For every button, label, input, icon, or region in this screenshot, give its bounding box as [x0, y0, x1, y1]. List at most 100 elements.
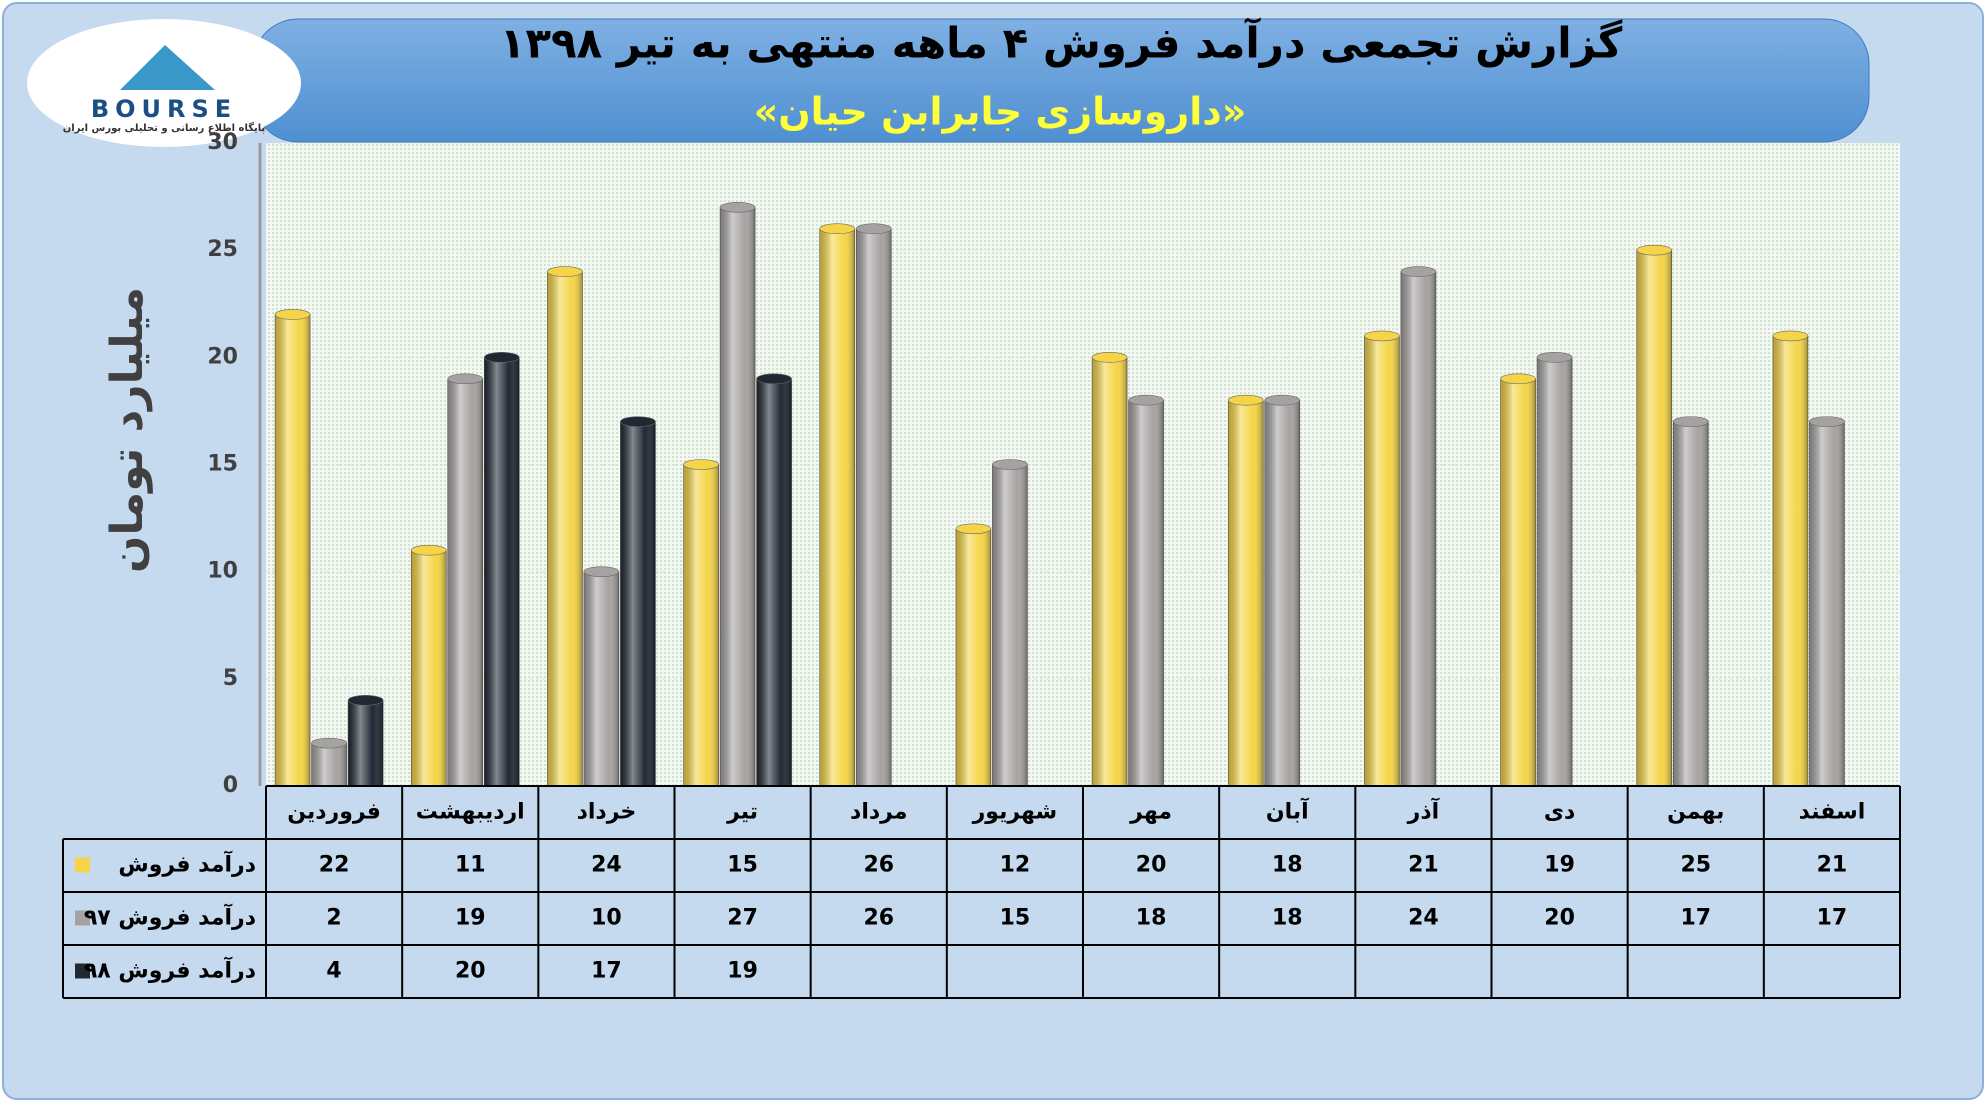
legend-swatch	[75, 857, 90, 873]
legend-label: درآمد فروش	[118, 850, 256, 878]
bar-cap	[410, 544, 447, 556]
table-value: 17	[1680, 906, 1711, 931]
bar-cap	[311, 737, 347, 749]
bar-shade	[547, 271, 583, 787]
bar-shade	[275, 314, 311, 786]
x-tick-label: آذر	[1407, 797, 1440, 825]
bar-cap	[620, 416, 656, 427]
x-tick-label: مرداد	[850, 800, 907, 825]
bar-cap	[1636, 244, 1673, 256]
bar-cap	[547, 266, 583, 277]
table-value: 15	[1000, 906, 1031, 931]
bar-shade	[1636, 250, 1672, 786]
bar-shade	[992, 464, 1028, 786]
bar-shade	[683, 464, 719, 786]
bar-shade	[447, 378, 483, 786]
legend-label: درآمد فروش ۹۸	[84, 956, 256, 984]
bar-shade	[1537, 357, 1573, 786]
bar-shade	[583, 571, 619, 786]
table-value: 25	[1680, 853, 1711, 878]
bar-cap	[583, 566, 620, 577]
x-tick-label: خرداد	[577, 800, 637, 825]
table-value: 18	[1272, 853, 1303, 878]
bar-cap	[483, 352, 520, 363]
bar-cap	[819, 223, 856, 235]
table-value: 17	[1817, 906, 1848, 931]
logo-caption: پایگاه اطلاع رسانی و تحلیلی بورس ایران	[63, 121, 266, 134]
y-tick-label: 5	[223, 666, 238, 691]
bar-shade	[856, 228, 892, 786]
bar-shade	[1772, 335, 1808, 786]
table-value: 15	[727, 853, 758, 878]
bar-shade	[1092, 357, 1128, 786]
y-tick-label: 20	[207, 344, 238, 369]
bar-cap	[1536, 352, 1573, 363]
bar-cap	[1809, 416, 1845, 427]
x-tick-label: اردیبهشت	[416, 800, 525, 825]
bar-cap	[1672, 416, 1709, 427]
table-value: 22	[319, 853, 350, 878]
bar-cap	[1400, 266, 1437, 277]
bar-cap	[855, 223, 892, 235]
table-value: 11	[455, 853, 486, 878]
table-value: 21	[1817, 853, 1848, 878]
bar-cap	[447, 373, 484, 385]
bar-shade	[1364, 335, 1400, 786]
table-value: 2	[326, 906, 341, 931]
bar-shade	[1264, 400, 1300, 786]
x-tick-label: مهر	[1129, 800, 1172, 825]
bar-shade	[1228, 400, 1264, 786]
table-value: 24	[1408, 906, 1439, 931]
table-value: 20	[455, 959, 486, 984]
bar-shade	[620, 421, 656, 786]
legend-label: درآمد فروش ۹۷	[84, 903, 256, 931]
table-value: 17	[591, 959, 622, 984]
legend-swatch	[75, 910, 90, 926]
y-axis-label: میلیارد تومان	[102, 287, 153, 573]
y-tick-label: 25	[207, 237, 238, 262]
x-tick-label: آبان	[1266, 797, 1309, 825]
y-tick-label: 15	[207, 452, 238, 477]
bar-cap	[274, 309, 311, 320]
bar-cap	[1091, 352, 1128, 363]
bar-cap	[719, 202, 756, 213]
x-tick-label: بهمن	[1667, 800, 1724, 825]
table-value: 4	[326, 959, 341, 984]
bar-shade	[756, 378, 792, 786]
bar-shade	[955, 528, 991, 786]
bar-shade	[1809, 421, 1845, 786]
x-tick-label: شهریور	[972, 800, 1058, 825]
chart-subtitle: «داروسازی جابرابن حیان»	[754, 90, 1247, 135]
x-tick-label: تیر	[726, 800, 758, 825]
bar-cap	[683, 459, 719, 470]
bar-cap	[1364, 330, 1400, 342]
logo-mark	[120, 45, 215, 90]
table-value: 19	[727, 959, 758, 984]
bar-shade	[1400, 271, 1436, 787]
y-tick-label: 10	[207, 559, 238, 584]
bar-cap	[347, 694, 384, 706]
bar-shade	[348, 700, 384, 786]
bar-shade	[1673, 421, 1709, 786]
bar-shade	[1128, 400, 1164, 786]
logo-text: BOURSE	[91, 95, 237, 123]
bar-shade	[311, 743, 347, 786]
bar-shade	[484, 357, 520, 786]
table-value: 19	[1544, 853, 1575, 878]
table-value: 20	[1136, 853, 1167, 878]
x-tick-label: دی	[1544, 800, 1575, 825]
table-value: 24	[591, 853, 622, 878]
chart-title: گزارش تجمعی درآمد فروش ۴ ماهه منتهی به ت…	[500, 18, 1623, 69]
x-tick-label: فروردین	[287, 800, 381, 825]
bar-cap	[1128, 394, 1164, 406]
table-value: 18	[1136, 906, 1167, 931]
table-value: 26	[863, 906, 894, 931]
legend-swatch	[75, 963, 90, 979]
bar-cap	[1500, 373, 1536, 385]
bar-cap	[1772, 330, 1809, 342]
y-tick-label: 0	[223, 773, 238, 798]
bar-shade	[411, 550, 447, 786]
x-tick-label: اسفند	[1799, 800, 1866, 825]
bar-cap	[992, 459, 1028, 470]
